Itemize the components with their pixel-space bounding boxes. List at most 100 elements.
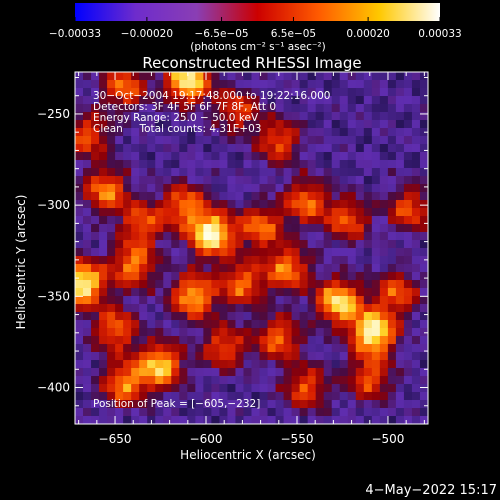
- heatmap-cell: [107, 384, 116, 393]
- heatmap-cell: [99, 288, 108, 297]
- heatmap-cell: [259, 216, 269, 225]
- heatmap-cell: [163, 96, 172, 105]
- heatmap-cell: [291, 384, 301, 393]
- heatmap-cell: [291, 344, 301, 353]
- heatmap-cell: [123, 384, 132, 393]
- heatmap-cell: [187, 192, 196, 201]
- heatmap-cell: [155, 192, 164, 201]
- heatmap-cell: [411, 104, 421, 113]
- colorbar-ticks: −0.00033 −0.00020 −6.5e−05 6.5e−05 0.00020 0.…: [49, 17, 462, 40]
- heatmap-cell: [243, 176, 253, 185]
- heatmap-cell: [195, 360, 204, 369]
- heatmap-cell: [275, 416, 285, 424]
- heatmap-cell: [299, 304, 309, 313]
- heatmap-cell: [403, 400, 413, 409]
- heatmap-cell: [347, 288, 357, 297]
- heatmap-cell: [187, 96, 196, 105]
- heatmap-cell: [235, 280, 245, 289]
- heatmap-cell: [195, 224, 204, 233]
- heatmap-cell: [139, 360, 148, 369]
- heatmap-cell: [331, 232, 341, 241]
- heatmap-cell: [307, 336, 317, 345]
- heatmap-cell: [419, 304, 428, 313]
- heatmap-cell: [179, 352, 188, 361]
- heatmap-cell: [387, 328, 397, 337]
- heatmap-cell: [75, 408, 84, 417]
- heatmap-cell: [339, 128, 349, 137]
- heatmap-cell: [83, 360, 92, 369]
- heatmap-cell: [387, 200, 397, 209]
- heatmap-cell: [203, 160, 212, 169]
- heatmap-cell: [259, 232, 269, 241]
- heatmap-cell: [203, 216, 212, 225]
- y-tick-label: −350: [37, 289, 70, 303]
- heatmap-cell: [267, 224, 277, 233]
- heatmap-cell: [395, 336, 405, 345]
- heatmap-cell: [211, 248, 221, 257]
- heatmap-cell: [131, 288, 140, 297]
- heatmap-cell: [331, 376, 341, 385]
- heatmap-cell: [99, 272, 108, 281]
- heatmap-cell: [195, 160, 204, 169]
- heatmap-cell: [291, 336, 301, 345]
- heatmap-cell: [131, 128, 140, 137]
- heatmap-cell: [339, 136, 349, 145]
- heatmap-cell: [155, 320, 164, 329]
- heatmap-cell: [75, 232, 84, 241]
- heatmap-cell: [299, 168, 309, 177]
- heatmap-cell: [211, 344, 221, 353]
- heatmap-cell: [131, 320, 140, 329]
- heatmap-cell: [115, 296, 124, 305]
- heatmap-cell: [283, 192, 293, 201]
- heatmap-cell: [355, 248, 365, 257]
- heatmap-cell: [227, 400, 237, 409]
- heatmap-cell: [395, 88, 405, 97]
- heatmap-cell: [411, 408, 421, 417]
- heatmap-cell: [123, 272, 132, 281]
- heatmap-cell: [243, 288, 253, 297]
- heatmap-cell: [371, 400, 381, 409]
- heatmap-cell: [123, 264, 132, 273]
- heatmap-cell: [307, 144, 317, 153]
- heatmap-cell: [91, 112, 100, 121]
- heatmap-cell: [379, 112, 389, 121]
- heatmap-cell: [347, 136, 357, 145]
- heatmap-cell: [291, 400, 301, 409]
- heatmap-cell: [115, 336, 124, 345]
- heatmap-cell: [275, 384, 285, 393]
- heatmap-cell: [371, 216, 381, 225]
- heatmap-cell: [203, 192, 212, 201]
- heatmap-cell: [339, 320, 349, 329]
- heatmap-cell: [283, 352, 293, 361]
- heatmap-cell: [139, 320, 148, 329]
- heatmap-cell: [411, 272, 421, 281]
- heatmap-cell: [131, 392, 140, 401]
- heatmap-cell: [395, 416, 405, 424]
- heatmap-cell: [235, 136, 245, 145]
- heatmap-cell: [259, 96, 269, 105]
- heatmap-cell: [147, 200, 156, 209]
- heatmap-cell: [371, 376, 381, 385]
- heatmap-cell: [259, 128, 269, 137]
- heatmap-cell: [283, 264, 293, 273]
- heatmap-cell: [171, 272, 180, 281]
- heatmap-cell: [371, 232, 381, 241]
- heatmap-cell: [363, 264, 373, 273]
- heatmap-cell: [91, 408, 100, 417]
- heatmap-cell: [115, 72, 124, 81]
- heatmap-cell: [403, 168, 413, 177]
- heatmap-cell: [323, 208, 333, 217]
- heatmap-cell: [91, 272, 100, 281]
- heatmap-cell: [291, 184, 301, 193]
- heatmap-cell: [371, 320, 381, 329]
- heatmap-cell: [187, 168, 196, 177]
- heatmap-cell: [147, 96, 156, 105]
- heatmap-cell: [179, 200, 188, 209]
- heatmap-cell: [155, 112, 164, 121]
- heatmap-cell: [75, 360, 84, 369]
- heatmap-cell: [123, 320, 132, 329]
- heatmap-cell: [243, 72, 253, 81]
- heatmap-cell: [91, 136, 100, 145]
- heatmap-cell: [227, 264, 237, 273]
- heatmap-cell: [163, 280, 172, 289]
